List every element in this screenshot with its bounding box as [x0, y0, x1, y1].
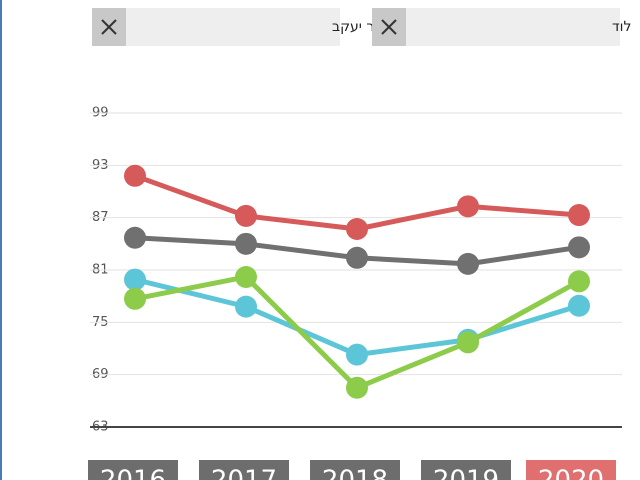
data-point	[568, 294, 590, 317]
filter-label: לוד	[612, 19, 631, 35]
year-label: 2020	[538, 466, 604, 480]
data-point	[124, 226, 146, 249]
year-label: 2018	[322, 466, 388, 480]
data-point	[568, 270, 590, 293]
data-point	[124, 287, 146, 310]
filter-box[interactable]: לוד	[372, 8, 631, 46]
year-button[interactable]	[421, 460, 511, 480]
data-point	[124, 268, 146, 291]
year-label: 2019	[433, 466, 499, 480]
data-point	[457, 195, 479, 218]
remove-icon	[381, 19, 397, 35]
data-point	[235, 232, 257, 255]
data-point	[346, 218, 368, 241]
year-label: 2016	[100, 466, 166, 480]
remove-icon	[101, 19, 117, 35]
data-point	[235, 265, 257, 288]
data-point	[235, 295, 257, 318]
data-point	[568, 236, 590, 259]
data-point	[568, 204, 590, 227]
year-button[interactable]	[88, 460, 178, 480]
data-point	[346, 343, 368, 366]
year-button[interactable]	[199, 460, 289, 480]
filter-field	[372, 8, 620, 46]
data-point	[346, 376, 368, 399]
data-point	[346, 246, 368, 269]
filter-field	[92, 8, 340, 46]
data-point	[124, 164, 146, 187]
data-point	[457, 252, 479, 275]
year-label: 2017	[211, 466, 277, 480]
year-button[interactable]	[310, 460, 400, 480]
data-point	[457, 331, 479, 354]
year-button[interactable]	[526, 460, 616, 480]
data-point	[235, 204, 257, 227]
filter-box[interactable]: באר יעקב	[92, 8, 392, 46]
